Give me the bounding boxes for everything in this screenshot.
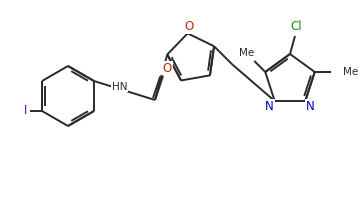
Text: N: N [265,100,274,113]
Text: HN: HN [112,82,127,92]
Text: O: O [184,20,193,33]
Text: I: I [24,104,28,118]
Text: O: O [162,62,172,74]
Text: N: N [306,100,315,113]
Text: Me: Me [343,67,358,77]
Text: Cl: Cl [290,21,302,33]
Text: Me: Me [238,48,254,58]
